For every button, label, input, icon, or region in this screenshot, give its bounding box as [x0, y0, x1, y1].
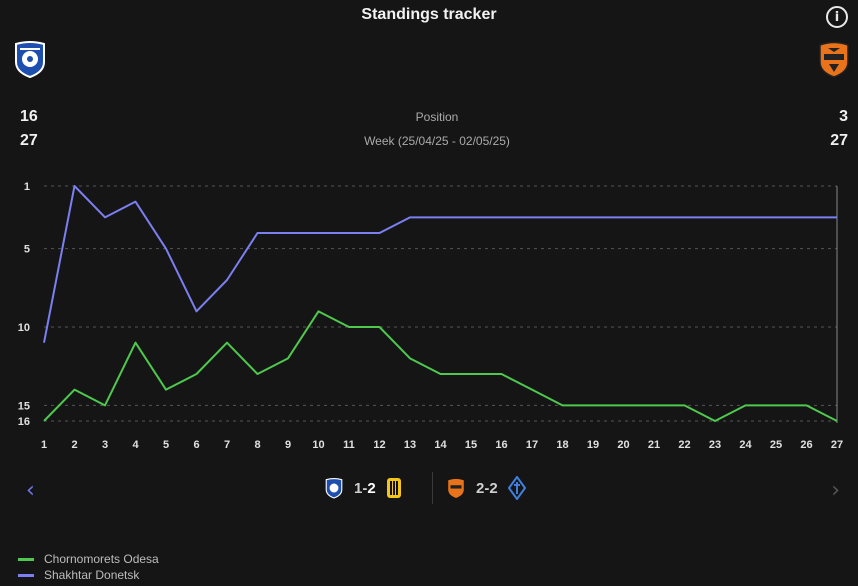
dynamo-crest-icon [507, 476, 526, 500]
series-line-1 [43, 185, 837, 343]
x-tick-label: 20 [617, 439, 629, 451]
x-tick-label: 16 [495, 439, 507, 451]
x-tick-label: 26 [800, 439, 812, 451]
home-position: 16 [20, 108, 38, 125]
shakhtar-crest-icon [448, 478, 464, 498]
x-tick-label: 11 [343, 439, 355, 451]
page-title: Standings tracker [361, 6, 497, 23]
y-tick-label: 1 [24, 181, 30, 193]
info-icon[interactable]: i [826, 6, 848, 28]
x-tick-label: 3 [102, 439, 108, 451]
legend-home: Chornomorets Odesa [18, 552, 159, 566]
x-tick-label: 8 [254, 439, 260, 451]
x-tick-label: 13 [404, 439, 416, 451]
x-tick-label: 6 [193, 439, 199, 451]
position-label: Position [415, 110, 459, 124]
away-position: 3 [839, 108, 848, 125]
x-tick-label: 7 [224, 439, 230, 451]
week-label: Week (25/04/25 - 02/05/25) [364, 134, 510, 148]
match-2-score: 2-2 [476, 479, 498, 497]
x-tick-label: 24 [739, 439, 752, 451]
x-tick-label: 12 [373, 439, 385, 451]
legend-away: Shakhtar Donetsk [18, 568, 139, 582]
y-tick-label: 16 [18, 416, 30, 428]
legend-label-away: Shakhtar Donetsk [44, 568, 140, 582]
x-tick-label: 23 [709, 439, 721, 451]
chornomorets-crest-icon [15, 41, 45, 78]
y-tick-label: 15 [18, 400, 30, 412]
x-tick-label: 25 [770, 439, 782, 451]
x-tick-label: 10 [312, 439, 324, 451]
legend-swatch-home [18, 557, 34, 561]
x-tick-label: 1 [41, 439, 47, 451]
match-1[interactable]: 1-2 [324, 474, 402, 502]
shakhtar-crest-icon [819, 41, 849, 78]
x-tick-label: 18 [556, 439, 568, 451]
x-tick-label: 5 [163, 439, 169, 451]
x-tick-label: 2 [71, 439, 77, 451]
x-tick-label: 15 [465, 439, 477, 451]
x-tick-label: 17 [526, 439, 538, 451]
x-tick-label: 27 [831, 439, 843, 451]
chornomorets-crest-icon [325, 478, 343, 499]
x-tick-label: 19 [587, 439, 599, 451]
previous-week-button[interactable]: ‹ [26, 478, 35, 503]
match-2[interactable]: 2-2 [446, 474, 526, 502]
home-week: 27 [20, 132, 38, 149]
x-tick-label: 14 [434, 439, 447, 451]
opponent-crest-icon [386, 478, 401, 498]
series-line-0 [43, 310, 838, 422]
next-week-button[interactable]: › [831, 478, 840, 503]
y-tick-label: 10 [18, 322, 30, 334]
divider [432, 472, 433, 504]
match-1-score: 1-2 [354, 479, 376, 497]
x-tick-label: 4 [132, 439, 139, 451]
legend-swatch-away [18, 573, 34, 577]
legend-label-home: Chornomorets Odesa [44, 552, 159, 566]
away-week: 27 [830, 132, 848, 149]
x-tick-label: 9 [285, 439, 291, 451]
x-tick-label: 22 [678, 439, 690, 451]
y-tick-label: 5 [24, 244, 30, 256]
x-tick-label: 21 [648, 439, 660, 451]
